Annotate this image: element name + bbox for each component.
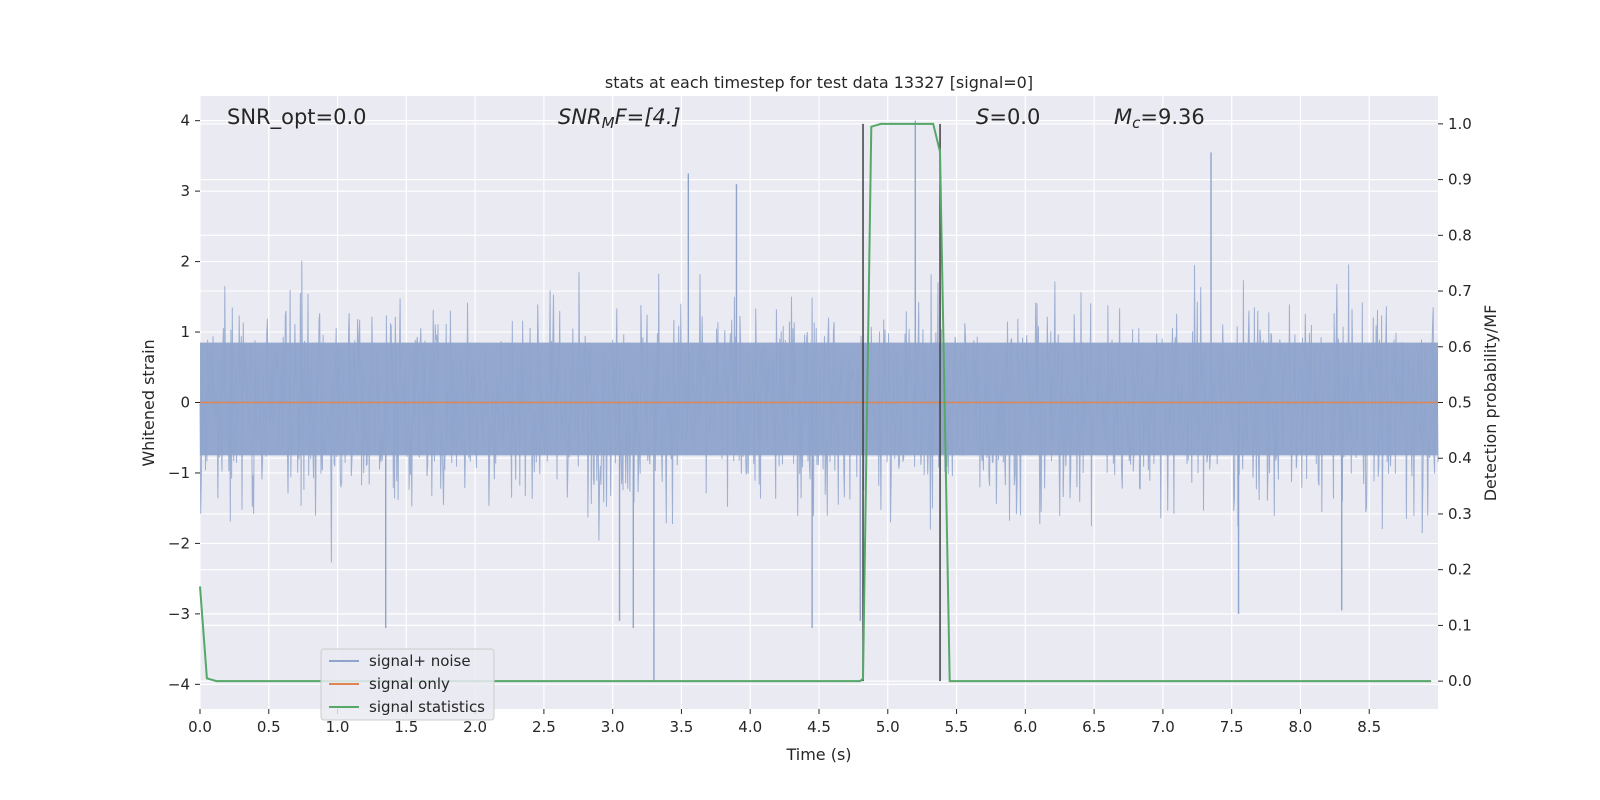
x-tick-label: 1.5 xyxy=(394,718,418,736)
legend-label-signal-only: signal only xyxy=(369,675,450,693)
annotation-s-main: S xyxy=(976,105,989,129)
x-tick-label: 8.0 xyxy=(1289,718,1313,736)
x-axis-label: Time (s) xyxy=(785,745,851,764)
x-tick-label: 3.5 xyxy=(670,718,694,736)
x-tick-label: 5.0 xyxy=(876,718,900,736)
y-tick-label: 4 xyxy=(180,112,190,130)
y2-tick-label: 0.8 xyxy=(1448,226,1472,244)
annotation-snr-mf-main: SNR xyxy=(558,105,602,129)
annotation-mc-sub: c xyxy=(1132,114,1141,132)
x-tick-label: 4.0 xyxy=(738,718,762,736)
x-tick-label: 6.5 xyxy=(1082,718,1106,736)
annotation-mc-rest: =9.36 xyxy=(1140,105,1204,129)
legend: signal+ noise signal only signal statist… xyxy=(320,648,495,721)
x-tick-label: 2.5 xyxy=(532,718,556,736)
annotation-snr-mf: SNRMF=[4.] xyxy=(558,105,681,132)
x-tick-label: 6.0 xyxy=(1013,718,1037,736)
y-tick-label: −2 xyxy=(168,534,190,552)
y-tick-label: −3 xyxy=(168,605,190,623)
y-tick-label: −4 xyxy=(168,675,190,693)
x-tick-label: 1.0 xyxy=(326,718,350,736)
x-axis-ticks: 0.0 0.5 1.0 1.5 2.0 2.5 3.0 3.5 4.0 4.5 5.0 5.5 6.0 6… xyxy=(188,709,1381,736)
signal-statistics-series xyxy=(199,122,1432,683)
y2-tick-label: 0.5 xyxy=(1448,394,1472,412)
annotation-mc-main: M xyxy=(1114,105,1132,129)
y-axis-label: Whitened strain xyxy=(139,339,158,466)
x-tick-label: 2.0 xyxy=(463,718,487,736)
x-tick-label: 0.5 xyxy=(257,718,281,736)
y-tick-label: 0 xyxy=(180,394,190,412)
y-tick-label: −1 xyxy=(168,464,190,482)
legend-label-signal-plus-noise: signal+ noise xyxy=(369,652,471,670)
annotation-s: S=0.0 xyxy=(976,105,1040,129)
signal-statistics-line xyxy=(199,122,1432,683)
annotation-snr-mf-sub: M xyxy=(602,114,615,132)
x-tick-label: 7.5 xyxy=(1220,718,1244,736)
x-tick-label: 5.5 xyxy=(945,718,969,736)
y2-tick-label: 0.2 xyxy=(1448,561,1472,579)
y-tick-label: 3 xyxy=(180,182,190,200)
x-tick-label: 7.0 xyxy=(1151,718,1175,736)
y2-tick-label: 0.4 xyxy=(1448,449,1472,467)
signal-plus-noise-series xyxy=(199,120,1439,681)
y2-tick-label: 0.9 xyxy=(1448,171,1472,189)
x-tick-label: 8.5 xyxy=(1357,718,1381,736)
legend-box xyxy=(320,648,495,721)
vertical-markers xyxy=(862,123,941,682)
x-tick-label: 4.5 xyxy=(807,718,831,736)
y2-tick-label: 0.6 xyxy=(1448,338,1472,356)
y2-tick-label: 0.7 xyxy=(1448,282,1472,300)
y-axis-ticks: 4 3 2 1 0 −1 −2 −3 −4 xyxy=(168,112,200,693)
y2-axis-ticks: 1.0 0.9 0.8 0.7 0.6 0.5 0.4 0.3 0.2 0.1 0.0 xyxy=(1438,115,1472,690)
y2-tick-label: 0.1 xyxy=(1448,616,1472,634)
y-tick-label: 1 xyxy=(180,323,190,341)
y2-tick-label: 0.3 xyxy=(1448,505,1472,523)
annotation-snr-opt: SNR_opt=0.0 xyxy=(227,105,367,130)
y2-tick-label: 0.0 xyxy=(1448,672,1472,690)
x-tick-label: 3.0 xyxy=(601,718,625,736)
chart-title: stats at each timestep for test data 133… xyxy=(605,73,1033,92)
x-tick-label: 0.0 xyxy=(188,718,212,736)
annotation-s-rest: =0.0 xyxy=(989,105,1040,129)
y-tick-label: 2 xyxy=(180,253,190,271)
y2-axis-label: Detection probability/MF xyxy=(1481,305,1500,502)
annotation-mc: Mc=9.36 xyxy=(1114,105,1205,132)
legend-label-signal-statistics: signal statistics xyxy=(369,698,485,716)
annotation-snr-mf-rest: F=[4.] xyxy=(615,105,681,129)
signal-plus-noise-core xyxy=(200,342,1438,456)
y2-tick-label: 1.0 xyxy=(1448,115,1472,133)
